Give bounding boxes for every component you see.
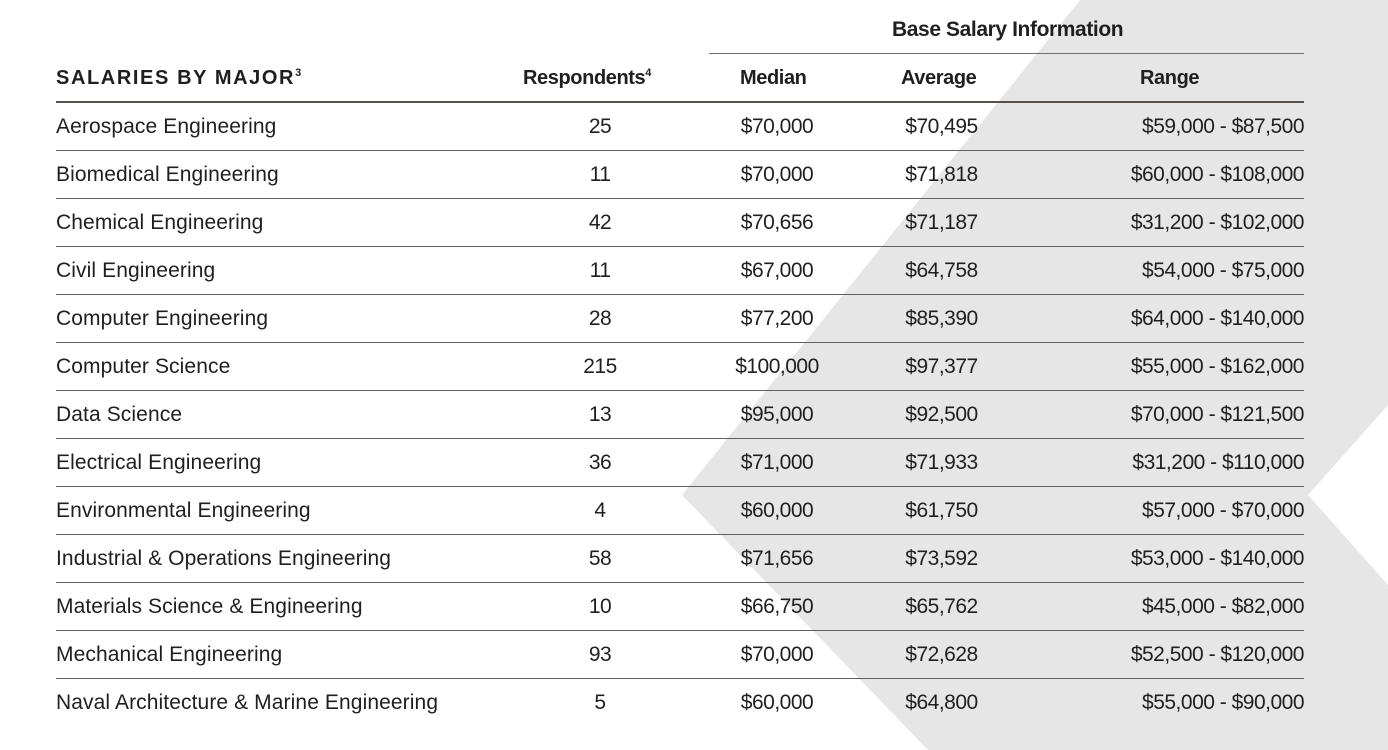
cell-major: Computer Engineering [56,307,269,330]
header-range: Range [1140,67,1200,89]
header-respondents: Respondents4 [523,67,652,89]
table-row: Materials Science & Engineering 10 $66,7… [56,583,1305,631]
cell-major: Aerospace Engineering [56,115,277,138]
cell-major: Naval Architecture & Marine Engineering [56,691,439,714]
cell-range: $57,000 - $70,000 [1142,499,1304,522]
cell-respondents: 25 [588,115,612,138]
table-row: Electrical Engineering 36 $71,000 $71,93… [56,439,1305,487]
cell-average: $64,800 [905,691,978,714]
table-header-row: SALARIES BY MAJOR3 Respondents4 Median A… [56,54,1304,103]
cell-median: $60,000 [740,691,814,714]
cell-median: $95,000 [740,403,814,426]
cell-average: $70,495 [905,115,978,138]
cell-average: $71,818 [905,163,978,186]
cell-median: $77,200 [740,307,814,330]
cell-major: Biomedical Engineering [56,163,279,186]
cell-respondents: 11 [589,259,611,282]
cell-respondents: 4 [594,499,606,522]
table-row: Mechanical Engineering 93 $70,000 $72,62… [56,631,1305,679]
footnote-3: 3 [295,67,302,79]
cell-major: Mechanical Engineering [56,643,283,666]
cell-major: Environmental Engineering [56,499,311,522]
cell-respondents: 58 [588,547,612,570]
cell-median: $67,000 [740,259,814,282]
cell-respondents: 5 [594,691,606,714]
cell-range: $70,000 - $121,500 [1130,403,1305,426]
cell-median: $71,656 [740,547,814,570]
footnote-4: 4 [645,67,652,79]
table-row: Aerospace Engineering 25 $70,000 $70,495… [56,103,1305,151]
cell-average: $65,762 [905,595,978,618]
cell-major: Electrical Engineering [56,451,262,474]
table-row: Civil Engineering 11 $67,000 $64,758 $54… [56,247,1305,295]
table-row: Industrial & Operations Engineering 58 $… [56,535,1305,583]
cell-major: Materials Science & Engineering [56,595,363,618]
cell-respondents: 36 [588,451,612,474]
cell-median: $100,000 [735,355,819,378]
cell-range: $31,200 - $110,000 [1132,451,1304,474]
cell-range: $60,000 - $108,000 [1130,163,1305,186]
table-row: Computer Engineering 28 $77,200 $85,390 … [56,295,1305,343]
chevron-shape [682,0,1388,750]
cell-average: $64,758 [905,259,978,282]
cell-average: $72,628 [905,643,978,666]
cell-range: $45,000 - $82,000 [1142,595,1304,618]
cell-respondents: 11 [589,163,611,186]
table-row: Data Science 13 $95,000 $92,500 $70,000 … [56,391,1305,439]
cell-median: $70,656 [740,211,814,234]
cell-major: Computer Science [56,355,231,378]
cell-respondents: 42 [588,211,612,234]
cell-range: $55,000 - $90,000 [1142,691,1304,714]
cell-average: $92,500 [905,403,978,426]
cell-median: $70,000 [740,643,814,666]
cell-range: $59,000 - $87,500 [1142,115,1304,138]
base-salary-group-title: Base Salary Information [892,18,1124,41]
cell-range: $52,500 - $120,000 [1130,643,1305,666]
cell-average: $71,187 [905,211,978,234]
cell-range: $55,000 - $162,000 [1130,355,1305,378]
table-body: Aerospace Engineering 25 $70,000 $70,495… [56,103,1305,727]
cell-major: Data Science [56,403,183,426]
cell-major: Chemical Engineering [56,211,264,234]
table-row: Computer Science 215 $100,000 $97,377 $5… [56,343,1305,391]
cell-range: $53,000 - $140,000 [1130,547,1305,570]
cell-range: $64,000 - $140,000 [1130,307,1305,330]
cell-median: $70,000 [740,115,814,138]
header-median: Median [740,67,807,89]
cell-respondents: 28 [588,307,612,330]
table-row: Environmental Engineering 4 $60,000 $61,… [56,487,1305,535]
cell-average: $97,377 [905,355,978,378]
table-row: Chemical Engineering 42 $70,656 $71,187 … [56,199,1305,247]
base-salary-group-header: Base Salary Information [709,16,1304,54]
cell-respondents: 93 [588,643,612,666]
cell-median: $60,000 [740,499,814,522]
cell-range: $31,200 - $102,000 [1130,211,1305,234]
cell-average: $85,390 [905,307,978,330]
cell-median: $71,000 [740,451,814,474]
cell-average: $71,933 [905,451,978,474]
cell-respondents: 10 [588,595,612,618]
cell-average: $73,592 [905,547,978,570]
header-average: Average [901,67,977,89]
cell-major: Industrial & Operations Engineering [56,547,392,570]
table-row: Naval Architecture & Marine Engineering … [56,679,1305,727]
table-row: Biomedical Engineering 11 $70,000 $71,81… [56,151,1305,199]
cell-major: Civil Engineering [56,259,216,282]
cell-range: $54,000 - $75,000 [1142,259,1304,282]
cell-median: $66,750 [740,595,814,618]
cell-respondents: 13 [588,403,612,426]
cell-median: $70,000 [740,163,814,186]
cell-average: $61,750 [905,499,978,522]
header-major: SALARIES BY MAJOR3 [56,67,302,89]
cell-respondents: 215 [583,355,617,378]
